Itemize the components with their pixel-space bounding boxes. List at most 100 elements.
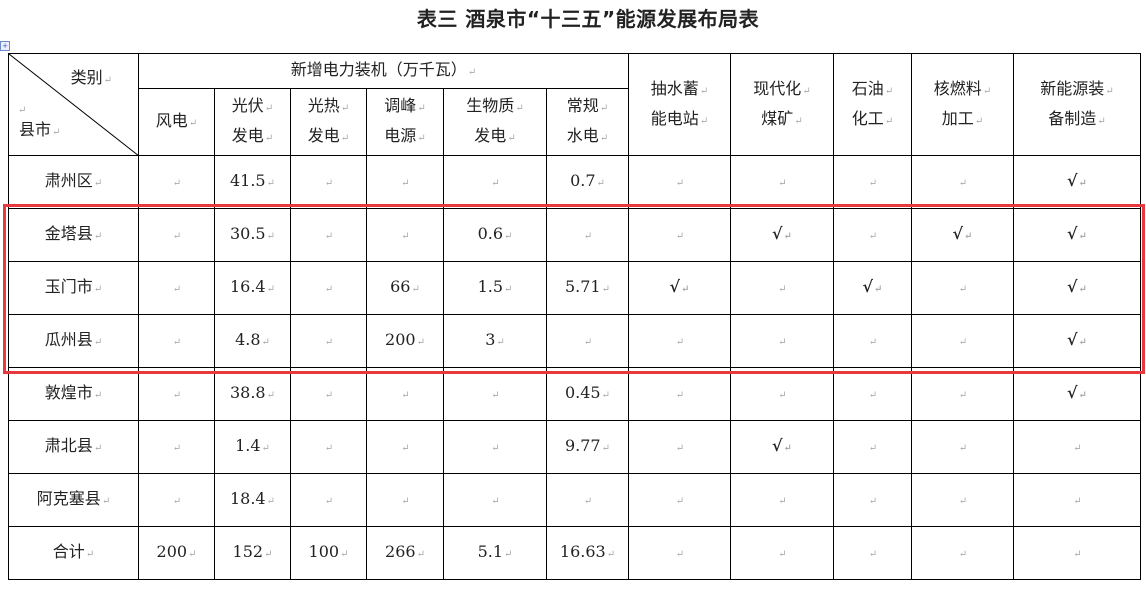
table-row: 金塔县 30.5 0.6 √ √ √	[8, 208, 1141, 262]
table-cell: √	[1013, 314, 1141, 368]
table-cell: 9.77	[546, 420, 629, 474]
table-cell: 16.63	[546, 526, 629, 580]
header-line: 核燃料	[912, 75, 1013, 105]
empty-cell	[730, 155, 834, 209]
table-cell: 18.4	[214, 473, 291, 527]
empty-cell	[628, 420, 731, 474]
table-cell: 0.7	[546, 155, 629, 209]
cell-value: 200	[157, 542, 197, 561]
empty-cell	[1013, 473, 1141, 527]
empty-cell	[911, 314, 1014, 368]
empty-cell	[138, 420, 215, 474]
table-cell: 200	[366, 314, 444, 368]
table-cell: √	[730, 208, 834, 262]
header-line: 石油	[834, 75, 911, 105]
empty-cell	[546, 473, 629, 527]
empty-cell	[138, 261, 215, 315]
header-line: 光热	[291, 92, 366, 122]
cell-value: 4.8	[235, 330, 270, 349]
table-cell: √	[1013, 261, 1141, 315]
header-line: 新能源装	[1014, 75, 1140, 105]
table-move-handle-icon[interactable]: +	[0, 41, 10, 51]
table-cell: 266	[366, 526, 444, 580]
cell-value: 152	[233, 542, 273, 561]
empty-cell	[833, 420, 912, 474]
empty-cell	[911, 420, 1014, 474]
table-cell: √	[1013, 208, 1141, 262]
empty-cell	[628, 526, 731, 580]
empty-cell	[833, 367, 912, 421]
header-solar-thermal: 光热发电	[290, 88, 367, 156]
empty-cell	[833, 526, 912, 580]
table-cell: 100	[290, 526, 367, 580]
header-line: 现代化	[731, 75, 833, 105]
empty-cell	[911, 261, 1014, 315]
table-cell: 0.6	[443, 208, 547, 262]
cell-value: 200	[385, 330, 425, 349]
document-title: 表三 酒泉市“十三五”能源发展布局表	[416, 7, 760, 31]
empty-cell	[730, 261, 834, 315]
header-line: 发电	[291, 122, 366, 152]
header-petrochemical: 石油化工	[833, 53, 912, 156]
empty-cell	[138, 314, 215, 368]
header-line: 加工	[912, 105, 1013, 135]
header-line: 煤矿	[731, 105, 833, 135]
table-row: 玉门市 16.4 66 1.5 5.71 √ √ √	[8, 261, 1141, 315]
empty-cell	[546, 208, 629, 262]
header-coal-mine: 现代化煤矿	[730, 53, 834, 156]
cell-value: 66	[390, 277, 420, 296]
header-biomass: 生物质发电	[443, 88, 547, 156]
county-label: 县市	[19, 116, 60, 146]
header-line: 水电	[547, 122, 628, 152]
check-mark-icon: √	[1067, 224, 1087, 243]
empty-cell	[290, 420, 367, 474]
empty-cell	[911, 526, 1014, 580]
county-name: 瓜州县	[8, 314, 139, 368]
empty-cell	[443, 473, 547, 527]
table-cell: 41.5	[214, 155, 291, 209]
empty-cell	[628, 208, 731, 262]
table-cell: 30.5	[214, 208, 291, 262]
empty-cell	[138, 473, 215, 527]
header-new-energy-equipment: 新能源装备制造	[1013, 53, 1141, 156]
cell-value: 3	[485, 330, 505, 349]
cell-value: 0.45	[565, 383, 610, 402]
empty-cell	[443, 155, 547, 209]
cell-value: 0.7	[570, 171, 605, 190]
empty-cell	[290, 314, 367, 368]
county-name: 肃北县	[8, 420, 139, 474]
empty-cell	[833, 208, 912, 262]
empty-cell	[366, 155, 444, 209]
empty-cell	[366, 208, 444, 262]
county-name: 合计	[8, 526, 139, 580]
table-cell: 3	[443, 314, 547, 368]
energy-layout-table: 类别 县市 新增电力装机（万千瓦） 抽水蓄能电站 现代化煤矿 石油化工 核燃料加…	[8, 53, 1141, 580]
check-mark-icon: √	[953, 224, 973, 243]
table-cell: 152	[214, 526, 291, 580]
county-name: 阿克塞县	[8, 473, 139, 527]
header-nuclear-fuel: 核燃料加工	[911, 53, 1014, 156]
table-row: 阿克塞县 18.4	[8, 473, 1141, 527]
table-cell: √	[1013, 367, 1141, 421]
empty-cell	[366, 473, 444, 527]
empty-cell	[290, 261, 367, 315]
table-row: 敦煌市 38.8 0.45 √	[8, 367, 1141, 421]
empty-cell	[730, 314, 834, 368]
table-row: 瓜州县 4.8 200 3 √	[8, 314, 1141, 368]
table-row: 肃北县 1.4 9.77 √	[8, 420, 1141, 474]
empty-cell	[1013, 526, 1141, 580]
table-cell: 1.4	[214, 420, 291, 474]
county-name: 敦煌市	[8, 367, 139, 421]
table-cell: √	[911, 208, 1014, 262]
table-cell: 66	[366, 261, 444, 315]
empty-cell	[366, 420, 444, 474]
county-name: 肃州区	[8, 155, 139, 209]
header-line: 常规	[547, 92, 628, 122]
header-line: 发电	[444, 122, 546, 152]
cell-value: 266	[385, 542, 425, 561]
empty-cell	[730, 367, 834, 421]
cell-value: 5.71	[565, 277, 610, 296]
empty-cell	[833, 314, 912, 368]
cell-value: 1.4	[235, 436, 270, 455]
diagonal-line	[9, 54, 139, 156]
